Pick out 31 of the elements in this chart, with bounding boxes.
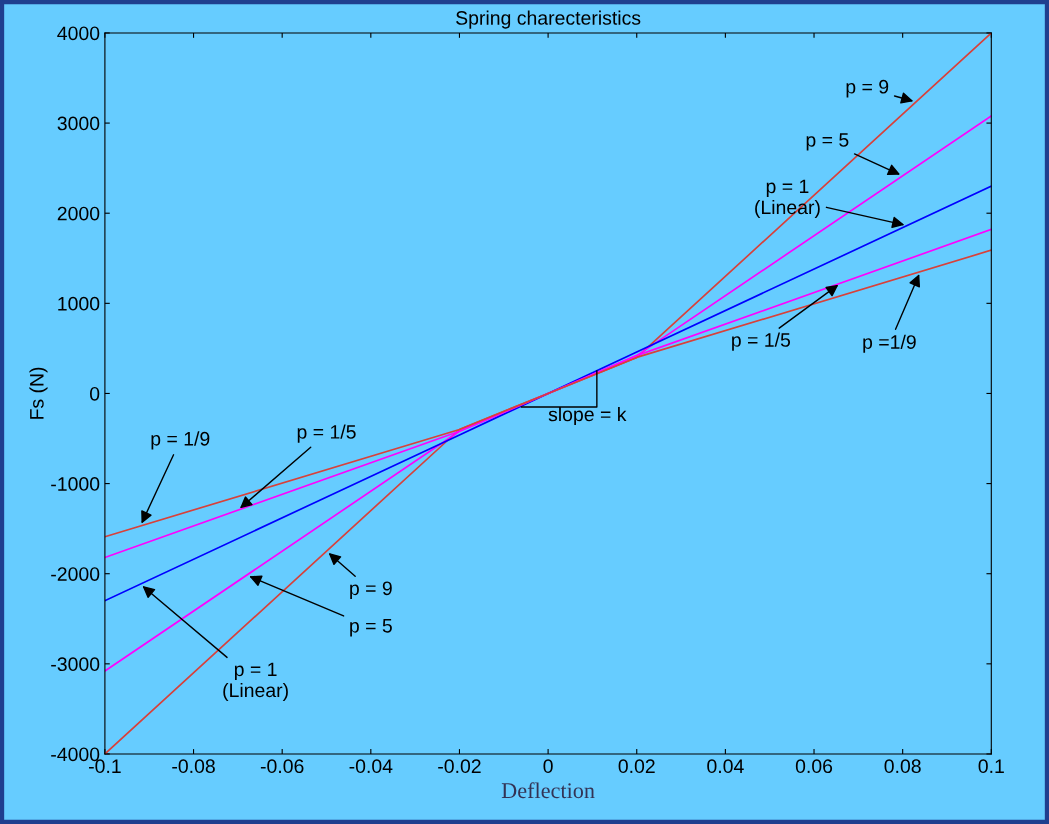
- x-tick-label: 0.1: [978, 759, 1004, 774]
- annotation: p = 1 (Linear): [223, 662, 288, 702]
- x-tick-label: 0.04: [707, 759, 744, 774]
- annotation: p = 1/5: [297, 424, 356, 443]
- y-tick-label: -1000: [51, 477, 100, 491]
- x-tick-label: -0.04: [349, 759, 393, 774]
- x-tick-label: 0.06: [795, 759, 833, 774]
- annotation: p = 5: [350, 619, 392, 637]
- y-axis-title: Fs (N): [29, 367, 48, 419]
- y-tick-label: 4000: [57, 26, 100, 41]
- annotation: p = 9: [350, 581, 392, 599]
- annotation: slope = k: [548, 406, 627, 426]
- y-tick-label: 0: [89, 386, 100, 401]
- x-tick-label: -0.02: [438, 759, 481, 774]
- x-tick-label: 0.08: [884, 759, 921, 774]
- annotation: p = 9: [846, 79, 889, 98]
- y-tick-label: 2000: [57, 206, 100, 221]
- annotation: p = 5: [806, 133, 849, 151]
- x-axis-title: Deflection: [501, 782, 595, 799]
- y-tick-label: 1000: [58, 296, 100, 311]
- y-tick-label: 3000: [57, 116, 100, 131]
- x-tick-label: 0: [543, 759, 553, 774]
- chart-title: Spring charecteristics: [456, 10, 641, 29]
- x-tick-label: 0.02: [618, 759, 655, 774]
- x-tick-label: -0.06: [260, 759, 304, 774]
- annotation: p = 1/9: [151, 431, 210, 450]
- x-tick-label: -0.08: [172, 759, 215, 774]
- annotation: p = 1/5: [732, 332, 791, 351]
- y-tick-label: -3000: [51, 657, 100, 672]
- annotation: p =1/9: [863, 334, 916, 353]
- y-tick-label: -2000: [51, 567, 100, 581]
